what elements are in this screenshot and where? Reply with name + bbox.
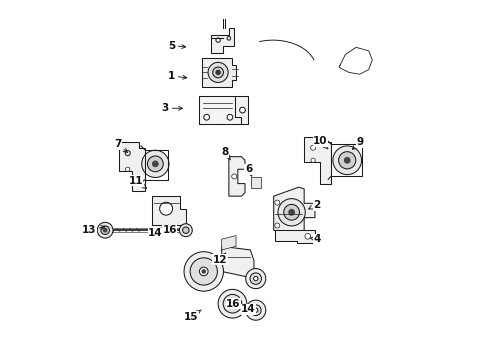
Polygon shape — [304, 137, 331, 184]
Circle shape — [218, 289, 247, 318]
Circle shape — [278, 199, 305, 226]
Polygon shape — [152, 196, 186, 225]
Circle shape — [103, 228, 107, 232]
Text: 11: 11 — [128, 176, 147, 188]
Circle shape — [275, 200, 280, 205]
Circle shape — [142, 150, 169, 177]
Circle shape — [183, 227, 189, 233]
Text: 7: 7 — [114, 139, 127, 152]
Circle shape — [289, 210, 294, 215]
Circle shape — [204, 114, 210, 120]
Text: 12: 12 — [213, 253, 227, 265]
Circle shape — [216, 38, 220, 42]
Circle shape — [250, 305, 261, 316]
Circle shape — [97, 222, 113, 238]
Text: 8: 8 — [221, 147, 230, 160]
Circle shape — [216, 70, 220, 75]
Polygon shape — [120, 142, 145, 191]
Polygon shape — [229, 157, 245, 196]
Circle shape — [333, 146, 362, 175]
Circle shape — [199, 267, 208, 276]
Circle shape — [245, 269, 266, 289]
Text: 13: 13 — [82, 225, 105, 235]
Circle shape — [311, 158, 315, 162]
Circle shape — [344, 157, 350, 163]
Text: 4: 4 — [310, 234, 320, 244]
Text: 2: 2 — [309, 200, 320, 210]
Text: 5: 5 — [168, 41, 186, 50]
Polygon shape — [221, 246, 254, 277]
Circle shape — [254, 276, 258, 281]
Circle shape — [213, 67, 223, 78]
Polygon shape — [211, 28, 234, 53]
Circle shape — [160, 202, 172, 215]
Circle shape — [184, 252, 223, 291]
Text: 14: 14 — [148, 228, 164, 238]
Circle shape — [101, 226, 109, 234]
Circle shape — [240, 107, 245, 113]
Circle shape — [229, 301, 236, 307]
Circle shape — [125, 167, 130, 171]
Circle shape — [208, 62, 228, 82]
Polygon shape — [199, 96, 241, 125]
Polygon shape — [202, 58, 236, 87]
Polygon shape — [221, 235, 236, 250]
Circle shape — [125, 150, 130, 156]
Circle shape — [190, 258, 218, 285]
Text: 10: 10 — [313, 136, 328, 149]
Circle shape — [227, 37, 231, 40]
Circle shape — [305, 233, 311, 239]
Polygon shape — [235, 96, 248, 125]
Circle shape — [227, 114, 233, 120]
Circle shape — [254, 308, 258, 312]
Text: 14: 14 — [241, 304, 256, 314]
Circle shape — [152, 161, 158, 167]
Polygon shape — [275, 230, 315, 243]
Circle shape — [223, 294, 242, 313]
Circle shape — [311, 145, 316, 150]
Circle shape — [179, 224, 192, 237]
Text: 6: 6 — [245, 164, 252, 176]
Circle shape — [250, 273, 262, 284]
Circle shape — [202, 270, 205, 273]
Text: 1: 1 — [168, 71, 187, 81]
Circle shape — [339, 152, 356, 169]
Circle shape — [284, 204, 299, 220]
Polygon shape — [251, 177, 261, 188]
Text: 16: 16 — [226, 299, 241, 309]
Text: 15: 15 — [184, 310, 201, 322]
Text: 9: 9 — [352, 138, 363, 149]
Circle shape — [275, 223, 280, 228]
Circle shape — [232, 174, 237, 179]
Text: 16: 16 — [163, 225, 177, 235]
Circle shape — [147, 156, 163, 172]
Text: 3: 3 — [162, 103, 182, 113]
Polygon shape — [274, 187, 315, 237]
Circle shape — [245, 300, 266, 320]
